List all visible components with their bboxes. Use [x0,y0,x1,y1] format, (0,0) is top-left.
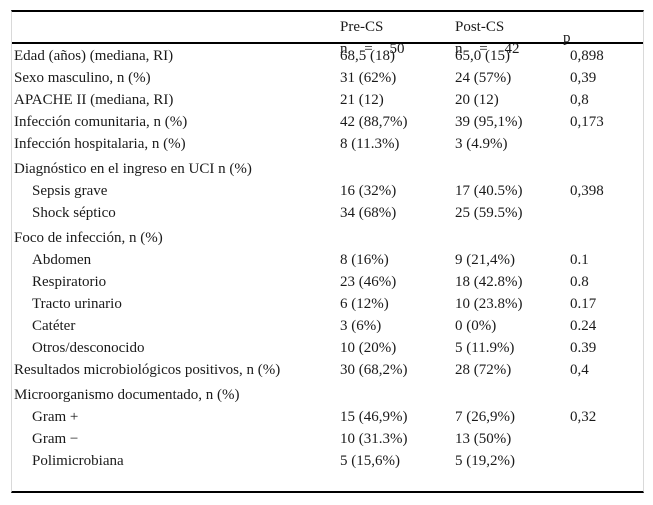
table-row: Infección hospitalaria, n (%) 8 (11.3%) … [12,133,643,155]
row-label: Microorganismo documentado, n (%) [14,386,240,403]
pre-cs-value: 68,5 (18) [340,47,395,64]
table-row: Respiratorio 23 (46%) 18 (42.8%) 0.8 [12,271,643,293]
pre-cs-value: 5 (15,6%) [340,452,400,469]
table-row: Otros/desconocido 10 (20%) 5 (11.9%) 0.3… [12,337,643,359]
table-row: Tracto urinario 6 (12%) 10 (23.8%) 0.17 [12,293,643,315]
p-value: 0.39 [570,339,597,356]
p-value: 0.8 [570,273,589,290]
column-header-p: p [563,27,643,49]
p-value: 0,898 [570,47,604,64]
pre-cs-n: n = 50 [340,41,405,57]
table-row: Diagnóstico en el ingreso en UCI n (%) [12,158,643,180]
table-row: Foco de infección, n (%) [12,227,643,249]
table-row: APACHE II (mediana, RI) 21 (12) 20 (12) … [12,89,643,111]
pre-cs-value: 42 (88,7%) [340,113,408,130]
row-label: Diagnóstico en el ingreso en UCI n (%) [14,160,252,177]
pre-cs-value: 8 (11.3%) [340,135,400,152]
p-value: 0,398 [570,182,604,199]
table-row: Gram + 15 (46,9%) 7 (26,9%) 0,32 [12,406,643,428]
row-label: Otros/desconocido [32,339,145,356]
post-cs-value: 25 (59.5%) [455,204,523,221]
p-value: 0,173 [570,113,604,130]
pre-cs-value: 6 (12%) [340,295,389,312]
post-cs-value: 18 (42.8%) [455,273,523,290]
post-cs-value: 9 (21,4%) [455,251,515,268]
pre-cs-value: 8 (16%) [340,251,389,268]
pre-cs-value: 21 (12) [340,91,384,108]
p-value: 0,32 [570,408,597,425]
table-row: Resultados microbiológicos positivos, n … [12,359,643,381]
post-cs-title: Post-CS [455,19,505,35]
pre-cs-value: 16 (32%) [340,182,397,199]
p-title: p [563,30,571,46]
pre-cs-value: 15 (46,9%) [340,408,408,425]
row-label: Tracto urinario [32,295,122,312]
post-cs-value: 28 (72%) [455,361,512,378]
post-cs-value: 65,0 (15) [455,47,510,64]
pre-cs-value: 10 (31.3%) [340,430,408,447]
table-row: Edad (años) (mediana, RI) 68,5 (18) 65,0… [12,45,643,67]
post-cs-value: 20 (12) [455,91,499,108]
table-row: Shock séptico 34 (68%) 25 (59.5%) [12,202,643,224]
table-row: Catéter 3 (6%) 0 (0%) 0.24 [12,315,643,337]
table-row: Abdomen 8 (16%) 9 (21,4%) 0.1 [12,249,643,271]
post-cs-value: 5 (19,2%) [455,452,515,469]
post-cs-n: n = 42 [455,41,520,57]
p-value: 0.17 [570,295,597,312]
pre-cs-value: 23 (46%) [340,273,397,290]
row-label: Abdomen [32,251,92,268]
row-label: Infección comunitaria, n (%) [14,113,188,130]
comparison-table: Pre-CS n = 50 Post-CS n = 42 p Edad (año… [11,10,644,493]
table-header: Pre-CS n = 50 Post-CS n = 42 p [12,12,643,57]
post-cs-value: 0 (0%) [455,317,497,334]
row-label: Gram − [32,430,79,447]
row-label: Edad (años) (mediana, RI) [14,47,174,64]
table-header-row: Pre-CS n = 50 Post-CS n = 42 p [12,16,643,57]
row-label: Polimicrobiana [32,452,124,469]
row-label: Gram + [32,408,79,425]
pre-cs-value: 30 (68,2%) [340,361,408,378]
pre-cs-title: Pre-CS [340,19,384,35]
p-value: 0.24 [570,317,597,334]
pre-cs-value: 31 (62%) [340,69,397,86]
row-label: Foco de infección, n (%) [14,229,163,246]
post-cs-value: 17 (40.5%) [455,182,523,199]
row-label: Respiratorio [32,273,107,290]
table-row: Microorganismo documentado, n (%) [12,384,643,406]
p-value: 0,8 [570,91,589,108]
post-cs-value: 5 (11.9%) [455,339,515,356]
p-value: 0,4 [570,361,589,378]
column-header-post-cs: Post-CS n = 42 [455,16,570,60]
row-label: Sexo masculino, n (%) [14,69,151,86]
table-row: Infección comunitaria, n (%) 42 (88,7%) … [12,111,643,133]
row-label: Resultados microbiológicos positivos, n … [14,361,281,378]
table-body: Edad (años) (mediana, RI) 68,5 (18) 65,0… [12,44,643,472]
row-label: Infección hospitalaria, n (%) [14,135,186,152]
table-row: Sexo masculino, n (%) 31 (62%) 24 (57%) … [12,67,643,89]
post-cs-value: 3 (4.9%) [455,135,508,152]
pre-cs-value: 3 (6%) [340,317,382,334]
row-label: Shock séptico [32,204,116,221]
pre-cs-value: 34 (68%) [340,204,397,221]
post-cs-value: 24 (57%) [455,69,512,86]
table-row: Polimicrobiana 5 (15,6%) 5 (19,2%) [12,450,643,472]
post-cs-value: 10 (23.8%) [455,295,523,312]
pre-cs-value: 10 (20%) [340,339,397,356]
row-label: APACHE II (mediana, RI) [14,91,174,108]
p-value: 0,39 [570,69,597,86]
post-cs-value: 7 (26,9%) [455,408,515,425]
post-cs-value: 39 (95,1%) [455,113,523,130]
row-label: Sepsis grave [32,182,108,199]
row-label: Catéter [32,317,76,334]
post-cs-value: 13 (50%) [455,430,512,447]
table-row: Gram − 10 (31.3%) 13 (50%) [12,428,643,450]
table-row: Sepsis grave 16 (32%) 17 (40.5%) 0,398 [12,180,643,202]
column-header-pre-cs: Pre-CS n = 50 [340,16,455,60]
p-value: 0.1 [570,251,589,268]
